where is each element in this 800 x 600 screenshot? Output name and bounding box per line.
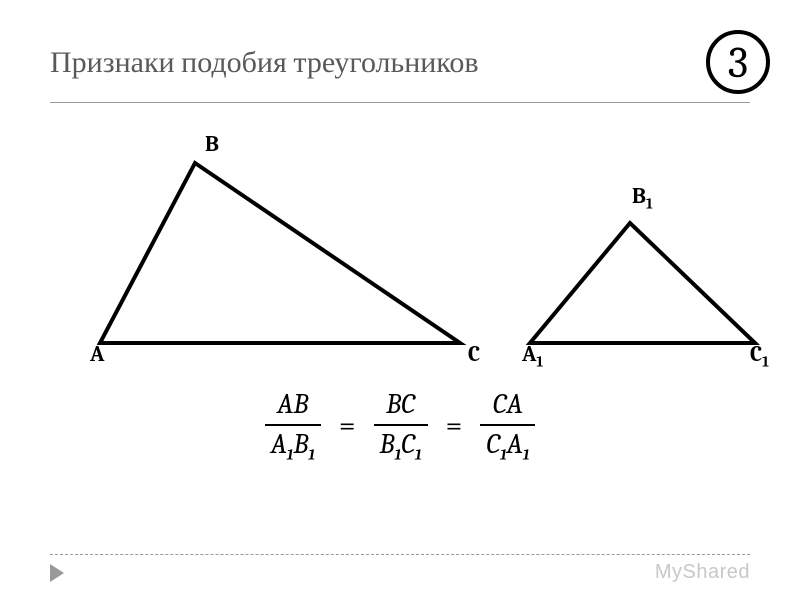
slide-number-badge: 3 — [706, 30, 770, 94]
triangles-diagram: B A C B1 A1 C1 — [50, 123, 750, 383]
vertex-label-A: A — [90, 341, 104, 367]
vertex-label-A1: A1 — [522, 341, 543, 370]
vertex-label-B1: B1 — [632, 183, 653, 212]
equals-sign: = — [339, 408, 356, 443]
fraction-1: AB A1B1 — [265, 388, 321, 463]
vertex-label-C: C — [468, 341, 480, 367]
watermark-text: MyShared — [655, 561, 750, 584]
triangle-large — [80, 153, 480, 353]
page-title: Признаки подобия треугольников — [50, 45, 479, 80]
equals-sign: = — [446, 408, 463, 443]
fraction-3: CA C1A1 — [480, 388, 535, 463]
fraction-2: BC B1C1 — [374, 388, 428, 463]
nav-arrow-icon — [50, 564, 64, 582]
vertex-label-B: B — [205, 131, 219, 157]
title-divider — [50, 102, 750, 103]
footer: MyShared — [50, 554, 750, 584]
similarity-ratio-formula: AB A1B1 = BC B1C1 = CA C1A1 — [0, 388, 800, 463]
vertex-label-C1: C1 — [750, 341, 769, 370]
triangle-small — [510, 203, 770, 353]
